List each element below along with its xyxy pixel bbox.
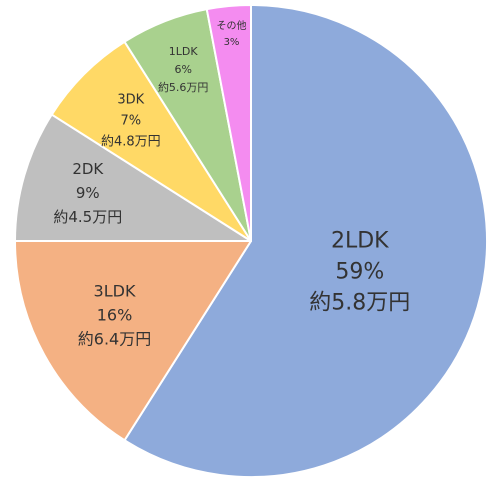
slice-percent-label-2: 9% <box>76 184 100 202</box>
slice-value-label-0: 約5.8万円 <box>309 291 410 316</box>
slice-value-label-4: 約5.6万円 <box>158 80 209 94</box>
slice-name-label-3: 3DK <box>117 92 144 107</box>
slice-name-label-5: その他 <box>217 19 247 32</box>
slice-name-label-4: 1LDK <box>169 45 199 58</box>
slice-name-label-0: 2LDK <box>331 229 389 254</box>
pie-slice-3 <box>50 40 252 242</box>
slice-percent-label-0: 59% <box>335 260 384 285</box>
slice-percent-label-5: 3% <box>224 37 240 48</box>
pie-slice-1 <box>14 240 252 442</box>
slice-value-label-1: 約6.4万円 <box>78 330 151 349</box>
pie-slice-0 <box>123 4 488 478</box>
slice-percent-label-4: 6% <box>174 63 191 76</box>
pie-slice-2 <box>14 113 252 242</box>
slice-value-label-2: 約4.5万円 <box>53 208 122 226</box>
pie-slices <box>14 4 488 478</box>
slice-name-label-1: 3LDK <box>94 282 136 301</box>
pie-labels: 2LDK 59% 約5.8万円 3LDK 16% 約6.4万円 2DK 9% 約4.5万円 3DK… <box>53 19 410 348</box>
slice-percent-label-1: 16% <box>97 306 133 325</box>
slice-value-label-3: 約4.8万円 <box>101 134 161 149</box>
pie-slice-5 <box>205 4 252 242</box>
slice-percent-label-3: 7% <box>120 113 141 128</box>
slice-name-label-2: 2DK <box>72 160 104 178</box>
